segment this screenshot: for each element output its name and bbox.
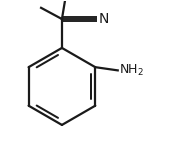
Text: NH$_2$: NH$_2$ <box>119 63 144 78</box>
Text: N: N <box>99 12 109 26</box>
